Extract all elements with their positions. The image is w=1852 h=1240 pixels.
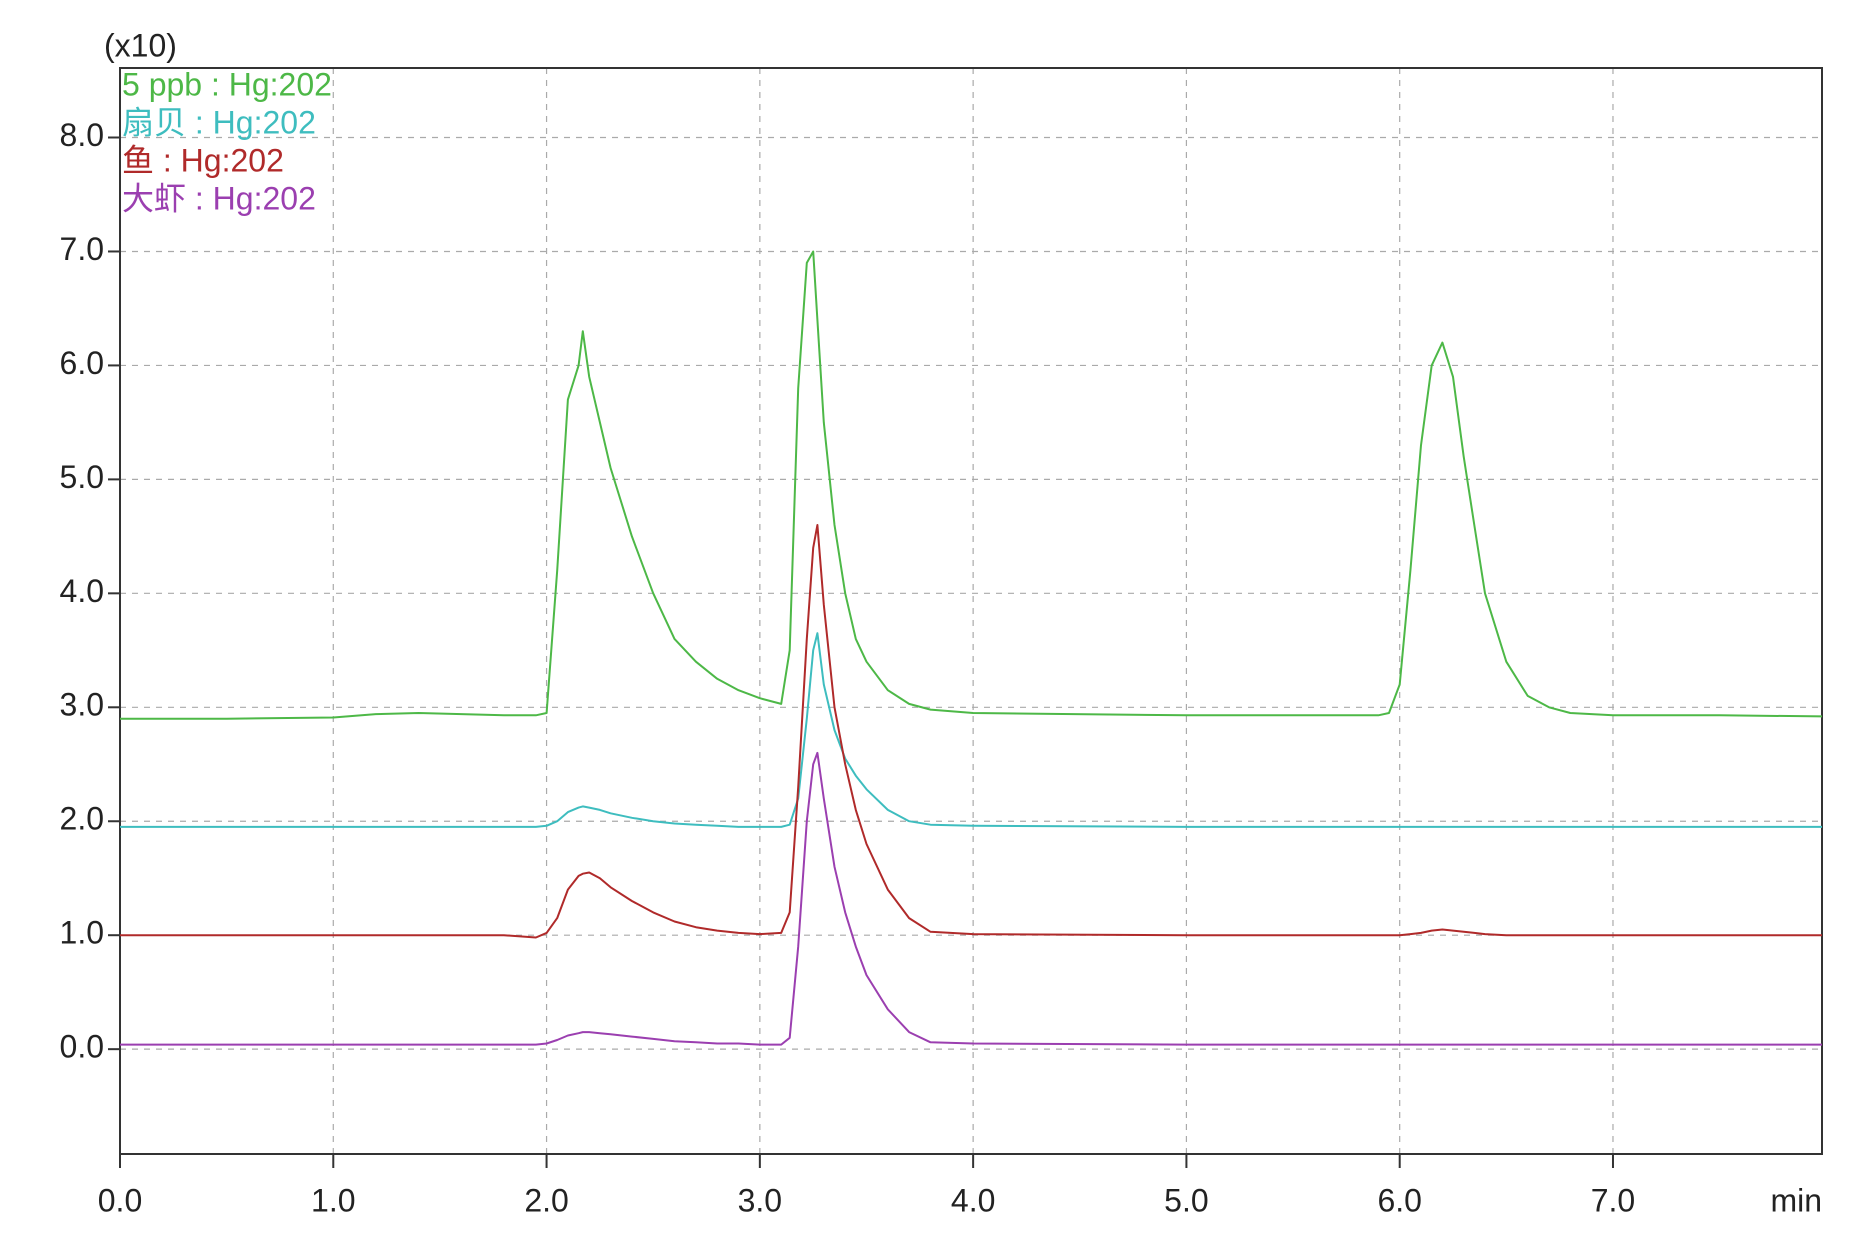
legend-label: 5 ppb : Hg:202: [122, 66, 332, 102]
x-tick-label: 7.0: [1591, 1182, 1635, 1218]
x-tick-label: 0.0: [98, 1182, 142, 1218]
y-tick-label: 4.0: [60, 573, 104, 609]
y-tick-label: 2.0: [60, 801, 104, 837]
y-tick-label: 1.0: [60, 915, 104, 951]
y-tick-label: 8.0: [60, 117, 104, 153]
y-tick-label: 0.0: [60, 1029, 104, 1065]
legend-label: 大虾 : Hg:202: [122, 180, 316, 216]
series-line: [120, 751, 1822, 1046]
legend-label: 扇贝 : Hg:202: [122, 104, 316, 140]
x-tick-label: 3.0: [738, 1182, 782, 1218]
y-tick-label: 6.0: [60, 345, 104, 381]
x-axis-label: min: [1770, 1182, 1822, 1218]
series-line: [120, 250, 1823, 720]
y-tick-label: 3.0: [60, 687, 104, 723]
x-tick-label: 4.0: [951, 1182, 995, 1218]
legend-label: 鱼 : Hg:202: [122, 142, 284, 178]
y-tick-label: 5.0: [60, 459, 104, 495]
y-tick-label: 7.0: [60, 231, 104, 267]
plot-frame: [119, 67, 1823, 1155]
x-tick-label: 6.0: [1377, 1182, 1421, 1218]
y-multiplier: (x10): [104, 27, 177, 63]
series-line: [120, 524, 1822, 939]
series-line: [120, 632, 1822, 828]
x-tick-label: 1.0: [311, 1182, 355, 1218]
x-tick-label: 2.0: [524, 1182, 568, 1218]
x-tick-label: 5.0: [1164, 1182, 1208, 1218]
